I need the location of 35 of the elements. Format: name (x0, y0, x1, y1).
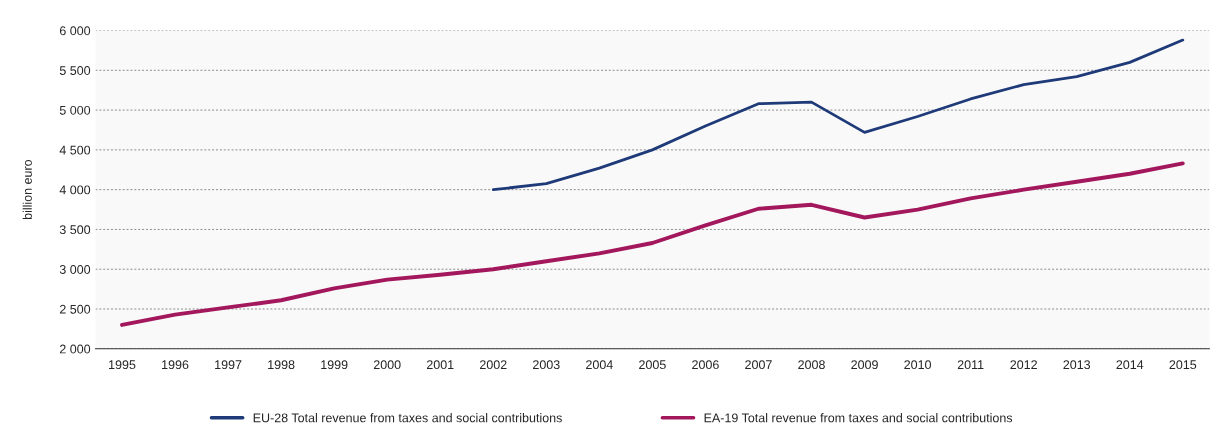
x-tick-label: 2015 (1169, 360, 1197, 370)
x-tick-label: 1999 (321, 360, 348, 370)
x-tick-label: 1995 (109, 360, 136, 370)
x-tick-label: 2000 (373, 360, 401, 370)
x-tick-label: 2010 (904, 360, 932, 370)
y-tick-label: 2 000 (59, 344, 91, 354)
x-tick-label: 2009 (851, 360, 878, 370)
x-tick-label: 1997 (215, 360, 242, 370)
y-tick-label: 4 000 (59, 185, 91, 195)
x-tick-label: 1998 (268, 360, 295, 370)
y-tick-label: 2 500 (59, 304, 91, 314)
y-tick-label: 4 500 (59, 145, 91, 155)
legend-label: EU-28 Total revenue from taxes and social contributions (253, 413, 562, 423)
x-tick-label: 2011 (957, 360, 984, 370)
y-tick-label: 3 000 (59, 265, 91, 274)
x-tick-label: 1996 (162, 360, 189, 370)
x-tick-label: 2014 (1116, 360, 1144, 370)
x-tick-label: 2003 (533, 360, 560, 370)
x-tick-label: 2001 (426, 360, 454, 370)
line-series (120, 161, 1185, 327)
y-tick-label: 5 500 (59, 66, 91, 75)
x-tick-label: 2012 (1010, 360, 1037, 370)
line-series (491, 38, 1185, 192)
x-tick-label: 2008 (798, 360, 825, 370)
x-tick-label: 2004 (586, 360, 613, 370)
x-tick-label: 2013 (1063, 360, 1091, 370)
x-tick-label: 2002 (480, 360, 507, 370)
y-axis-title: billion euro (22, 159, 32, 220)
legend-label: EA-19 Total revenue from taxes and social contributions (704, 413, 1013, 423)
x-tick-label: 2006 (692, 360, 719, 370)
x-tick-label: 2005 (639, 360, 666, 370)
y-tick-label: 6 000 (59, 26, 91, 36)
y-tick-label: 5 000 (59, 105, 91, 115)
y-tick-label: 3 500 (59, 225, 91, 235)
x-tick-label: 2007 (745, 360, 772, 370)
